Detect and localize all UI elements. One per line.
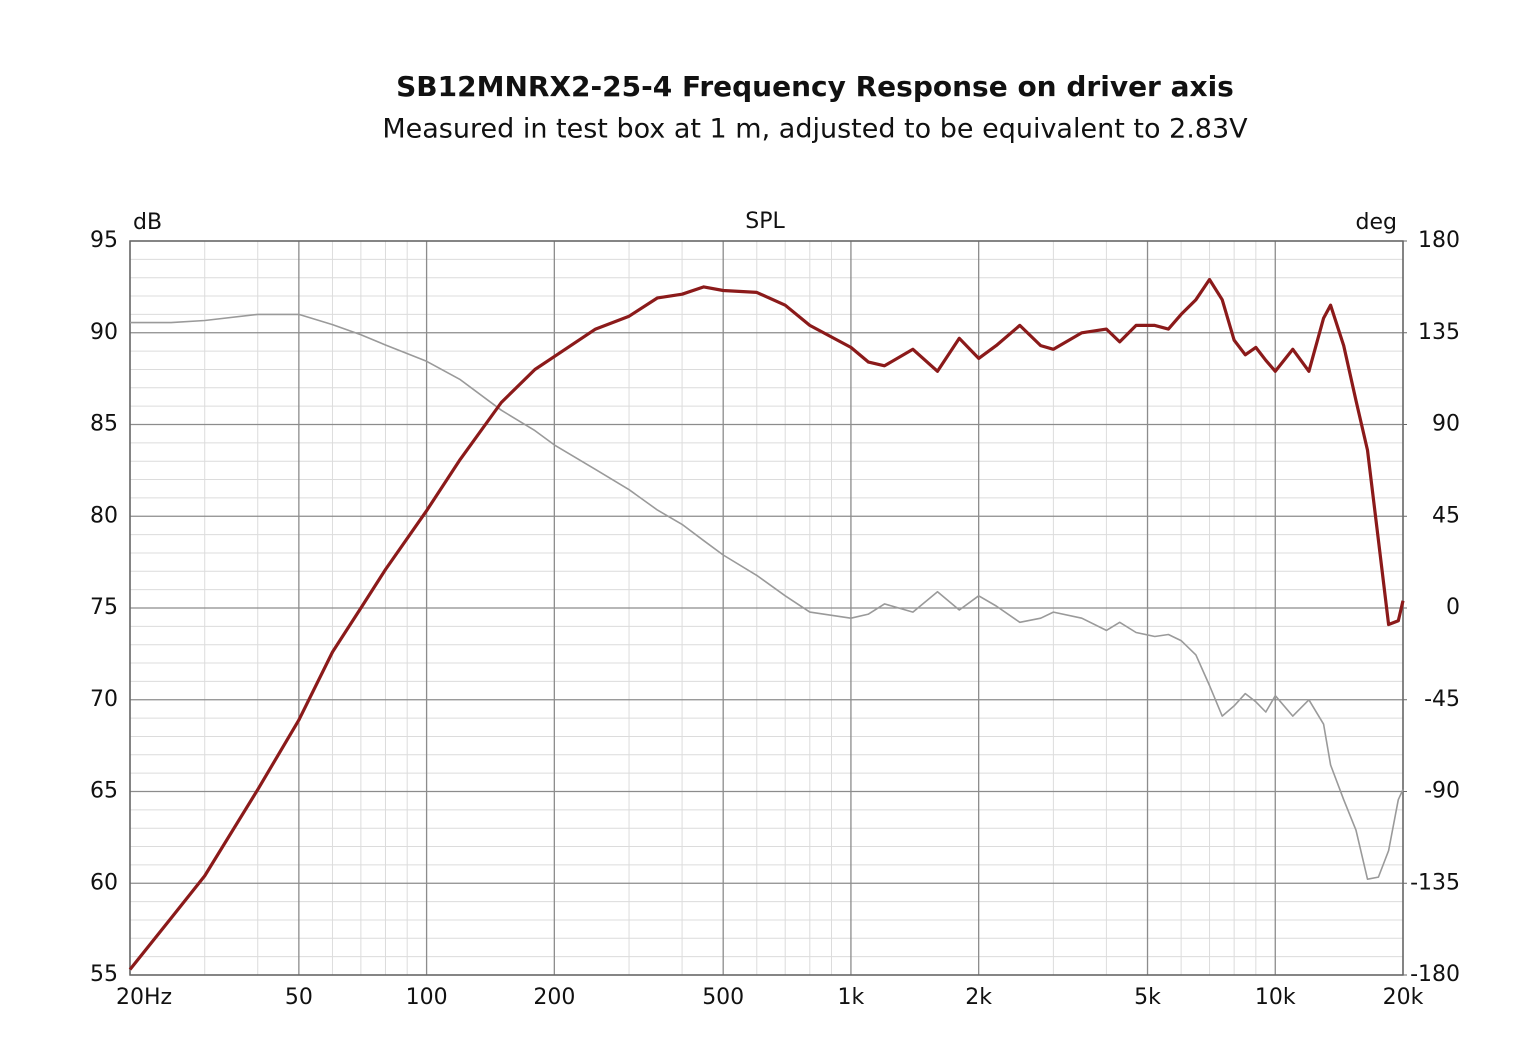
y-tick-label: 95 — [90, 228, 118, 253]
x-tick-label: 10k — [1255, 985, 1296, 1010]
x-tick-label: 5k — [1134, 985, 1161, 1010]
y2-tick-label: -90 — [1424, 779, 1460, 804]
y-tick-label: 90 — [90, 320, 118, 345]
y2-tick-label: -135 — [1410, 870, 1460, 895]
series-line — [130, 313, 1404, 880]
y2-tick-label: -45 — [1424, 687, 1460, 712]
x-tick-label: 50 — [285, 985, 313, 1010]
y2-axis-label: deg — [1356, 210, 1397, 235]
y2-tick-label: 180 — [1418, 228, 1460, 253]
y2-tick-label: 90 — [1432, 412, 1460, 437]
y-axis-label: dB — [133, 210, 162, 235]
y-tick-label: 65 — [90, 779, 118, 804]
y-tick-label: 60 — [90, 870, 118, 895]
x-tick-label: 2k — [965, 985, 992, 1010]
x-tick-label: 1k — [838, 985, 865, 1010]
y2-tick-label: 45 — [1432, 503, 1460, 528]
y2-tick-label: -180 — [1410, 962, 1460, 987]
y2-tick-label: 0 — [1446, 595, 1460, 620]
x-tick-label: 20k — [1383, 985, 1424, 1010]
series-line — [128, 277, 1405, 971]
chart-title: SB12MNRX2-25-4 Frequency Response on dri… — [396, 70, 1234, 103]
x-tick-label: 500 — [702, 985, 744, 1010]
plot-title: SPL — [745, 209, 785, 234]
y-tick-label: 80 — [90, 503, 118, 528]
y-tick-label: 85 — [90, 412, 118, 437]
chart-subtitle: Measured in test box at 1 m, adjusted to… — [382, 114, 1248, 145]
x-tick-label: 100 — [406, 985, 448, 1010]
x-tick-label: 200 — [533, 985, 575, 1010]
y2-tick-label: 135 — [1418, 320, 1460, 345]
y-tick-label: 75 — [90, 595, 118, 620]
y-tick-label: 55 — [90, 962, 118, 987]
y-tick-label: 70 — [90, 687, 118, 712]
plot-border — [129, 240, 1404, 976]
x-tick-label: 20Hz — [116, 985, 172, 1010]
